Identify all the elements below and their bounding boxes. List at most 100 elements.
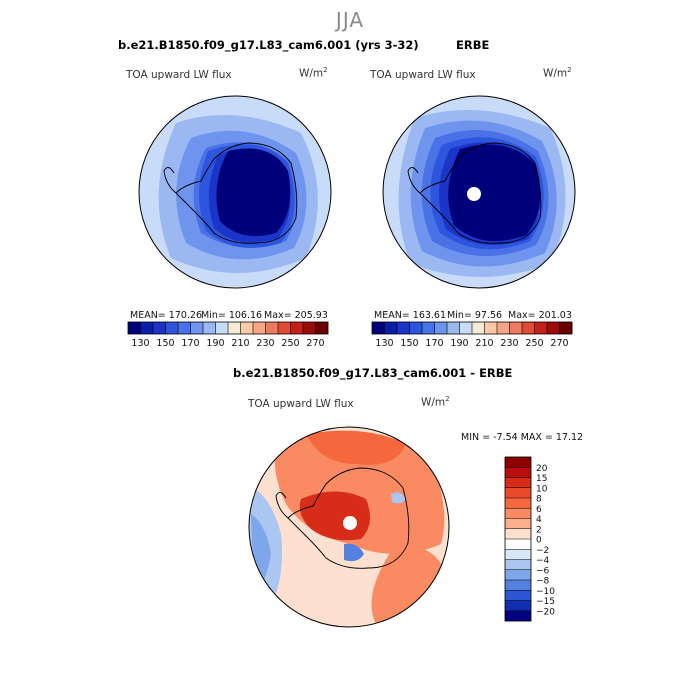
panel3-colorbar-swatch: [505, 508, 531, 519]
panel3-variable-label: TOA upward LW flux: [248, 398, 354, 410]
p3-fill-positive-southeast: [371, 544, 446, 624]
panel2-min-label: Min= 97.56: [447, 310, 503, 321]
p2-fill-core-130: [448, 144, 541, 242]
panel2-mean-label: MEAN= 163.61: [374, 310, 447, 321]
panel2-units-base: W/m: [543, 67, 568, 80]
panel3-colorbar-tick-label: 8: [536, 495, 542, 505]
panel1-colorbar-swatch: [315, 322, 329, 334]
panel1-colorbar-swatch: [178, 322, 191, 334]
panel1-colorbar-tick-label: 150: [156, 338, 174, 349]
panel2-title: ERBE: [456, 38, 490, 52]
panel1-colorbar-swatch: [215, 322, 229, 334]
panel3-minmax-label: MIN = -7.54 MAX = 17.12: [461, 432, 584, 443]
panel1-colorbar-swatch: [253, 322, 266, 334]
panel2-colorbar-tick-label: 150: [400, 338, 418, 349]
panel2-colorbar-swatch: [422, 322, 435, 334]
panel3-units-label: W/m2: [421, 395, 450, 409]
p2-missing-data-pole: [467, 187, 481, 201]
panel3-colorbar-swatch: [505, 457, 531, 468]
panel2-colorbar-swatch: [447, 322, 460, 334]
panel1-title: b.e21.B1850.f09_g17.L83_cam6.001 (yrs 3-…: [118, 38, 419, 52]
panel3-colorbar-tick-label: 15: [536, 474, 547, 484]
panel3-units-base: W/m: [421, 396, 446, 409]
panel1-colorbar-tick-label: 270: [306, 338, 324, 349]
p3-fill-negative-eastpatch: [391, 492, 406, 504]
panel1-colorbar-swatch: [278, 322, 291, 334]
panel2-colorbar-tick-label: 210: [475, 338, 493, 349]
season-title: JJA: [335, 8, 365, 32]
p3-missing-data-pole: [343, 516, 357, 530]
panel3-colorbar-tick-label: 0: [536, 536, 542, 546]
panel3-colorbar-swatch: [505, 528, 531, 540]
p3-antarctica-coastline: [287, 467, 410, 569]
panel3-colorbar-tick-label: −15: [536, 597, 555, 607]
panel3-colorbar-swatch: [505, 559, 531, 571]
panel2-colorbar-swatch: [434, 322, 448, 334]
panel2-colorbar-swatch: [559, 322, 573, 334]
panel3-colorbar-swatch: [505, 610, 531, 622]
p3-peninsula-coastline: [275, 492, 289, 519]
p3-fill-negative-iceshelf: [344, 543, 364, 562]
panel3-units-exp: 2: [445, 395, 450, 403]
panel3-colorbar-swatch: [505, 590, 531, 601]
panel1-colorbar-tick-label: 190: [206, 338, 224, 349]
panel3-colorbar-tick-label: 10: [536, 484, 548, 494]
panel2-colorbar-swatch: [484, 322, 498, 334]
panel1-colorbar-tick-label: 250: [281, 338, 299, 349]
p2-antarctica-coastline: [419, 142, 542, 244]
panel3-colorbar-swatch: [505, 539, 531, 550]
panel1-colorbar-swatch: [228, 322, 241, 334]
panel3-colorbar-tick-label: 20: [536, 464, 548, 474]
panel1-colorbar-swatch: [165, 322, 179, 334]
panel3-colorbar-swatch: [505, 569, 531, 581]
panel2-polar-map: [382, 95, 576, 289]
panel2-colorbar-swatch: [409, 322, 423, 334]
panel2-colorbar-swatch: [497, 322, 510, 334]
panel1-colorbar-swatch: [128, 322, 141, 334]
panel1-colorbar-swatch: [203, 322, 216, 334]
panel2-colorbar-swatch: [397, 322, 410, 334]
panel3-colorbar-tick-label: 4: [536, 515, 542, 525]
panel3-colorbar-swatch: [505, 477, 531, 489]
panel3-colorbar-swatch: [505, 600, 531, 612]
panel2-units-exp: 2: [567, 66, 572, 74]
panel3-polar-map: [248, 426, 450, 628]
panel2-colorbar-swatch: [459, 322, 473, 334]
panel2-colorbar-swatch: [547, 322, 560, 334]
panel2-colorbar-tick-label: 190: [450, 338, 468, 349]
panel2-colorbar-swatch: [534, 322, 548, 334]
panel1-colorbar-swatch: [240, 322, 254, 334]
panel1-colorbar-swatch: [190, 322, 204, 334]
panel1-colorbar-swatch: [290, 322, 304, 334]
panel1-colorbar-swatch: [140, 322, 154, 334]
panel1-colorbar: 130 150 170 190 210 230 250 270: [127, 321, 329, 349]
panel3-colorbar-swatch: [505, 487, 531, 499]
panel1-colorbar-swatch: [153, 322, 166, 334]
panel2-colorbar-tick-label: 270: [550, 338, 568, 349]
panel1-colorbar-tick-label: 230: [256, 338, 274, 349]
panel2-max-label: Max= 201.03: [508, 310, 572, 321]
panel1-units-base: W/m: [299, 67, 324, 80]
panel1-variable-label: TOA upward LW flux: [126, 69, 232, 81]
panel3-colorbar-tick-label: −6: [536, 566, 550, 576]
p2-map-border: [382, 95, 576, 289]
panel3-title: b.e21.B1850.f09_g17.L83_cam6.001 - ERBE: [233, 366, 513, 380]
panel2-colorbar-swatch: [372, 322, 385, 334]
panel3-colorbar-swatch: [505, 580, 531, 591]
panel2-colorbar: 130 150 170 190 210 230 250 270: [371, 321, 573, 349]
panel2-colorbar-tick-label: 230: [500, 338, 518, 349]
panel2-colorbar-frame: [371, 321, 573, 335]
panel1-units-exp: 2: [323, 66, 328, 74]
p1-antarctica-coastline: [175, 142, 298, 244]
panel1-units-label: W/m2: [299, 66, 328, 80]
p3-map-border: [248, 426, 450, 628]
panel1-mean-label: MEAN= 170.26: [130, 310, 203, 321]
panel1-colorbar-tick-label: 130: [131, 338, 149, 349]
p1-fill-core-130: [216, 148, 291, 237]
p3-fill-positive-strong-north: [306, 430, 406, 465]
panel3-colorbar-frame: [504, 456, 532, 622]
panel3-colorbar-swatch: [505, 498, 531, 509]
panel2-colorbar-tick-label: 250: [525, 338, 543, 349]
p2-peninsula-coastline: [407, 167, 421, 194]
